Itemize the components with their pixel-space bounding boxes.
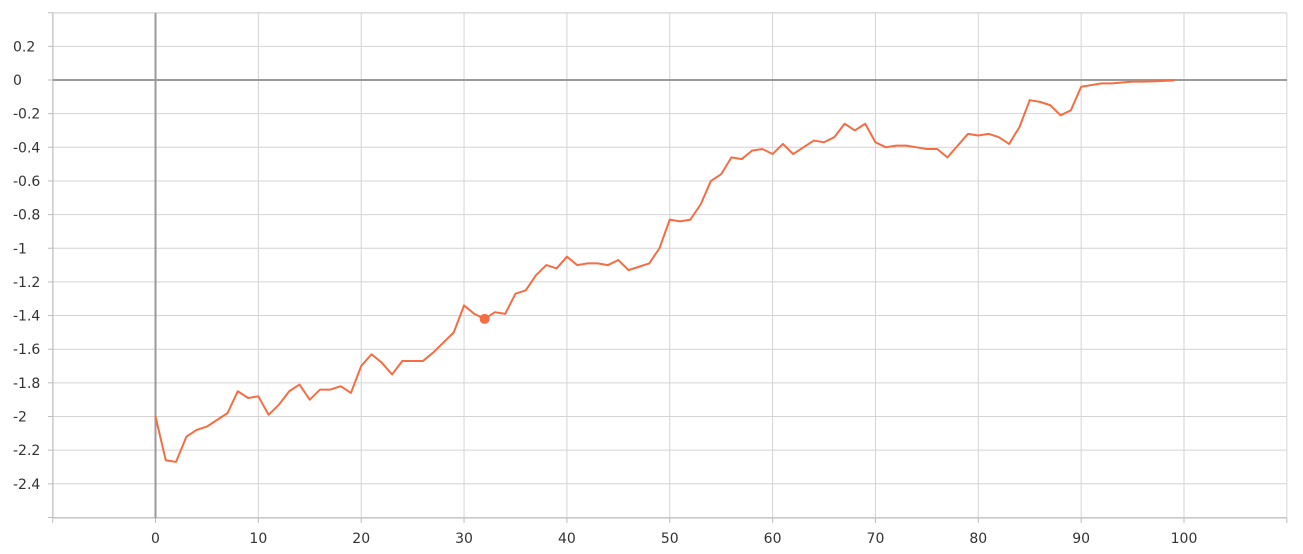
x-tick-label: 20 [352,531,370,547]
x-tick-label: 80 [969,531,987,547]
y-tick-label: 0.2 [13,39,35,55]
y-axis-ticks: 0.2 0 -0.2 -0.4 -0.6 -0.8 -1 -1.2 -1.4 -1.6 -1.8 -2… [13,12,53,518]
y-tick-label: -0.4 [13,140,40,156]
y-tick-label: -0.6 [13,174,40,190]
highlight-points [479,313,490,324]
y-tick-label: -1.8 [13,376,40,392]
x-tick-label: 90 [1072,531,1090,547]
y-tick-label: -1.4 [13,309,40,325]
series-line [154,79,1175,463]
y-tick-label: -1.2 [13,275,40,291]
x-axis-ticks: 0 10 20 30 40 50 60 70 80 90 100 [52,518,1288,547]
y-tick-label: -2.2 [13,443,40,459]
x-tick-label: 30 [455,531,473,547]
x-tick-label: 40 [558,531,576,547]
x-tick-label: 50 [661,531,679,547]
x-tick-label: 60 [764,531,782,547]
series-layer [154,79,1175,463]
x-tick-label: 10 [249,531,267,547]
y-tick-label: -1.6 [13,342,40,358]
highlight-point [479,313,490,324]
x-tick-label: 0 [151,531,160,547]
y-tick-label: -1 [13,241,27,257]
y-tick-label: -0.2 [13,107,40,123]
y-tick-label: 0 [13,73,22,89]
y-tick-label: -0.8 [13,208,40,224]
x-tick-label: 100 [1171,531,1198,547]
y-tick-label: -2 [13,410,27,426]
grid-lines [52,12,1288,518]
y-tick-label: -2.4 [13,477,40,493]
x-tick-label: 70 [867,531,885,547]
